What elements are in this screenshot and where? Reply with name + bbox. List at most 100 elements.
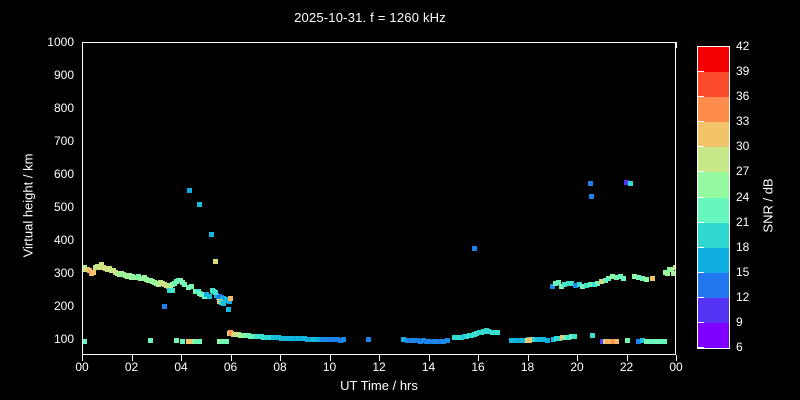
data-point [587,181,593,187]
x-tick-mark [577,355,578,361]
x-tick-label: 00 [669,360,683,374]
data-point [617,274,623,280]
x-tick-mark [478,355,479,361]
data-point [290,336,296,342]
data-point [317,337,323,343]
data-point [90,270,96,276]
data-point [556,280,562,286]
data-point [580,283,586,289]
data-point [227,295,233,301]
x-tick-label: 04 [174,360,188,374]
data-point [527,338,533,343]
x-tick-mark [181,355,182,361]
data-point [669,266,675,272]
x-tick-label: 06 [223,360,238,374]
data-point [569,280,575,286]
colorbar-segment [698,322,729,348]
data-point [549,283,555,289]
data-point [314,337,320,343]
data-point [599,279,604,285]
data-point [565,281,571,287]
colorbar-tick-mark [697,347,704,348]
colorbar-segment [698,272,729,298]
colorbar-tick-label: 24 [736,189,750,204]
data-point [206,293,212,299]
data-point [535,337,541,343]
colorbar-segment [698,96,729,123]
data-point [520,338,526,343]
data-point [199,291,205,297]
data-point [589,193,595,199]
data-point [573,282,579,288]
data-point [293,336,299,342]
data-point [440,338,446,344]
data-point [562,335,568,341]
data-point [162,304,168,310]
data-point [550,336,556,342]
data-point [602,277,608,283]
data-point [212,259,218,265]
data-point [553,281,559,287]
data-point [209,287,215,293]
data-point [623,179,629,185]
y-tick-label: 600 [53,166,74,181]
colorbar-tick-label: 21 [736,214,750,229]
data-point [147,338,153,344]
data-point [169,288,175,294]
data-point [508,338,514,343]
x-tick-label: 12 [372,360,386,374]
data-point [299,336,305,342]
data-point [185,284,191,290]
data-point [227,299,233,305]
data-point [189,283,195,289]
y-tick-label: 500 [53,199,74,214]
colorbar-segment [698,171,729,198]
data-point [576,281,582,287]
data-point [541,337,547,343]
data-point [571,334,577,340]
data-point [643,276,649,282]
data-point [556,335,562,341]
colorbar-segment [698,247,729,273]
data-point [305,336,311,342]
data-point [296,336,302,342]
data-point [83,339,87,344]
data-point [517,337,523,343]
data-point [649,276,655,282]
colorbar-tick-label: 30 [736,139,750,154]
data-point [514,338,520,343]
scatter-plot-area[interactable] [83,43,675,354]
data-point [565,334,571,340]
data-point [636,338,642,344]
x-tick-label: 14 [421,360,436,374]
data-point [424,338,430,344]
y-tick-label: 700 [53,133,74,148]
data-point [665,271,671,277]
x-tick-mark [676,42,677,48]
x-tick-mark [626,355,628,361]
colorbar-tick-label: 39 [736,64,750,79]
data-point [186,188,192,194]
y-tick-label: 300 [53,265,74,280]
data-point [429,338,435,344]
y-tick-label: 900 [53,67,74,82]
data-point [472,246,478,252]
data-point [335,337,341,343]
data-point [284,335,290,341]
colorbar-tick-mark [697,71,704,73]
data-point [608,338,614,344]
data-point [636,275,642,281]
data-point [87,267,93,273]
data-point [415,338,421,344]
data-point [654,338,660,344]
data-point [553,336,559,342]
colorbar-tick-label: 36 [736,89,750,104]
data-point [196,201,202,207]
data-point [302,336,308,342]
colorbar-tick-label: 27 [736,164,750,179]
data-point [632,274,638,280]
data-point [412,338,418,344]
colorbar-segment [698,197,729,223]
y-tick-label: 1000 [47,35,74,49]
data-point [673,265,675,271]
